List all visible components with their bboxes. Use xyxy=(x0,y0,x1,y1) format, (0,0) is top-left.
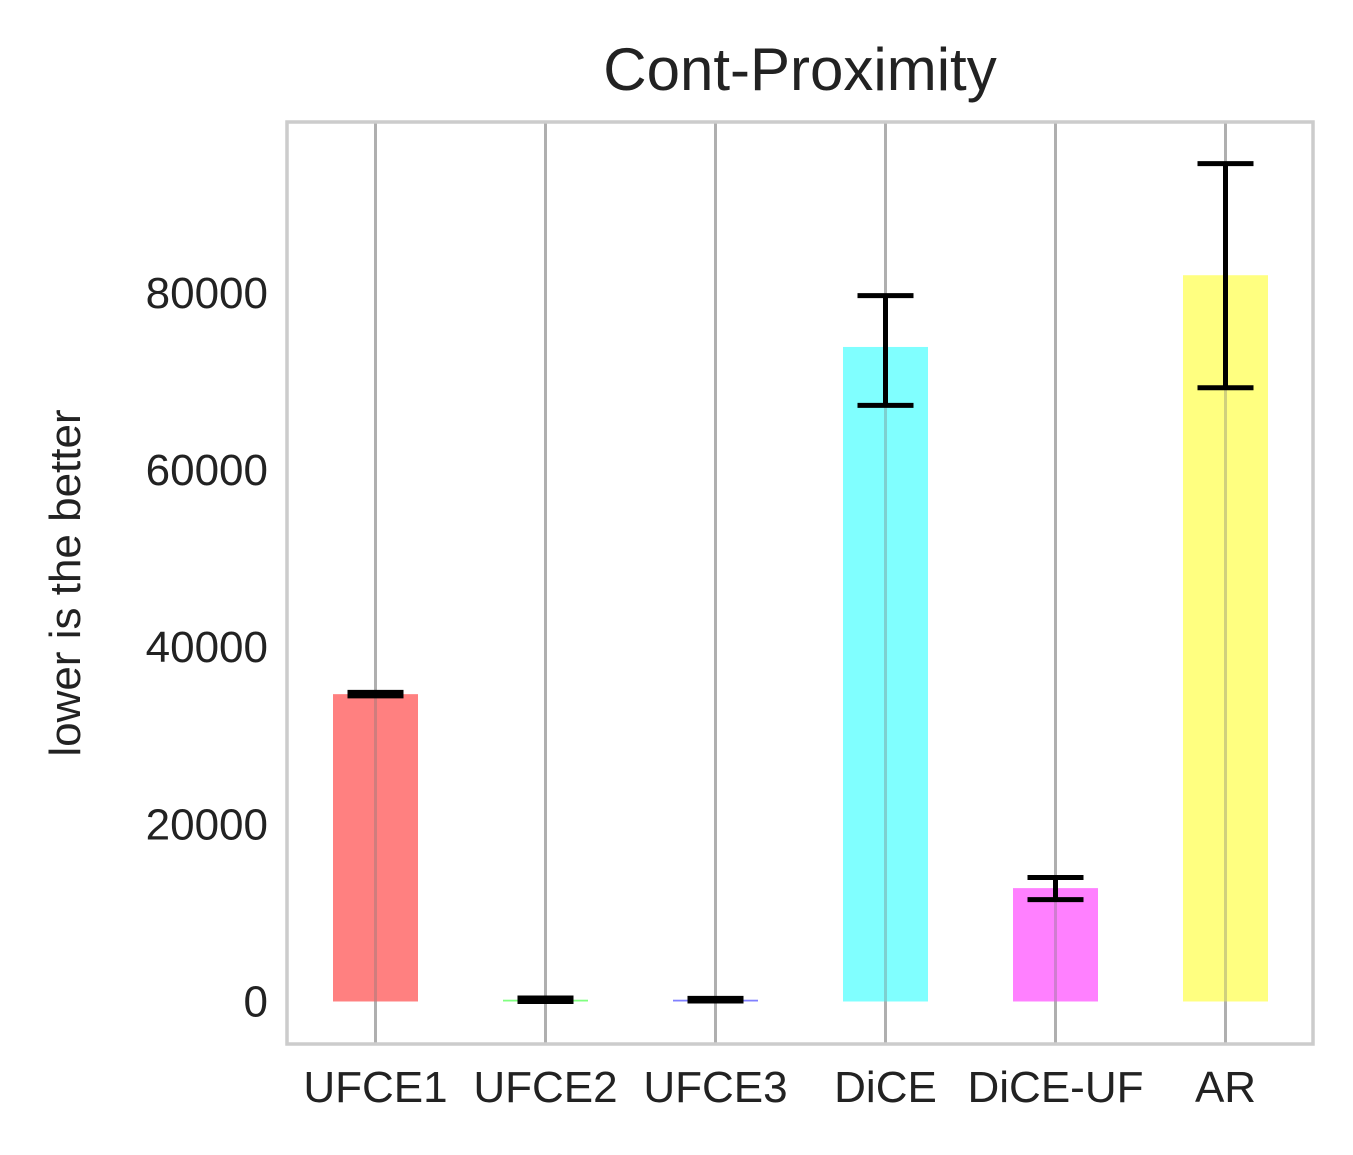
x-tick-label: DiCE xyxy=(834,1063,937,1112)
error-bars xyxy=(347,161,1254,1004)
x-tick-label: UFCE1 xyxy=(303,1063,447,1112)
y-tick-label: 0 xyxy=(244,977,268,1026)
bars xyxy=(333,122,1268,1044)
y-tick-labels: 0 20000 40000 60000 80000 xyxy=(146,269,268,1027)
x-tick-label: UFCE3 xyxy=(643,1063,787,1112)
chart-title: Cont-Proximity xyxy=(603,36,996,103)
y-tick-label: 20000 xyxy=(146,800,268,849)
plot-frame xyxy=(285,120,1315,1046)
x-tick-label: AR xyxy=(1195,1063,1256,1112)
y-tick-label: 60000 xyxy=(146,446,268,495)
bar-ufce1 xyxy=(333,694,418,1002)
x-tick-label: UFCE2 xyxy=(473,1063,617,1112)
y-axis-label: lower is the better xyxy=(41,409,90,756)
y-tick-label: 80000 xyxy=(146,269,268,318)
x-tick-labels: UFCE1 UFCE2 UFCE3 DiCE DiCE-UF AR xyxy=(303,1063,1256,1112)
bar-ar xyxy=(1183,275,1268,1002)
y-tick-label: 40000 xyxy=(146,623,268,672)
bar-dice-uf xyxy=(1013,888,1098,1002)
bar-dice xyxy=(843,346,928,1002)
x-tick-label: DiCE-UF xyxy=(968,1063,1144,1112)
